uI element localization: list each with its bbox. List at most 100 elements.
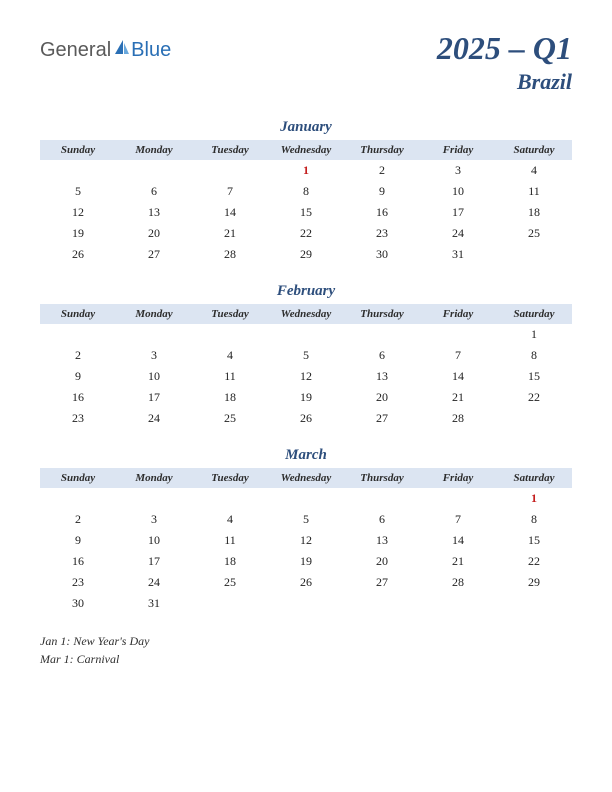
day-header: Monday [116,304,192,324]
calendar-cell: 9 [40,366,116,387]
calendar-cell: 5 [268,509,344,530]
calendar-cell: 27 [344,572,420,593]
logo-sail-icon [113,38,131,62]
calendar-row: 3031 [40,593,572,614]
calendar-row: 9101112131415 [40,530,572,551]
calendar-cell: 18 [192,387,268,408]
calendar-cell: 8 [268,181,344,202]
calendar-cell: 14 [192,202,268,223]
calendar-cell: 22 [496,551,572,572]
calendar-cell: 11 [496,181,572,202]
calendar-row: 2345678 [40,345,572,366]
calendar-row: 9101112131415 [40,366,572,387]
calendar-cell [116,160,192,181]
calendar-cell: 28 [192,244,268,265]
day-header: Saturday [496,304,572,324]
calendar-cell: 27 [116,244,192,265]
calendar-cell: 17 [420,202,496,223]
calendar-cell: 7 [420,345,496,366]
calendar-cell [192,593,268,614]
calendar-cell [344,324,420,345]
calendar-cell: 3 [116,509,192,530]
calendar-row: 262728293031 [40,244,572,265]
calendar-cell: 12 [40,202,116,223]
calendar-cell: 27 [344,408,420,429]
calendar-cell: 31 [420,244,496,265]
calendar-row: 2345678 [40,509,572,530]
calendar-row: 16171819202122 [40,551,572,572]
calendar-cell: 4 [192,345,268,366]
calendar-cell [268,593,344,614]
day-header: Tuesday [192,140,268,160]
holiday-item: Jan 1: New Year's Day [40,632,572,650]
calendar-cell: 30 [344,244,420,265]
day-header: Thursday [344,468,420,488]
logo: General Blue [40,38,171,62]
day-header: Tuesday [192,304,268,324]
calendar-cell: 14 [420,366,496,387]
calendar-cell: 16 [40,551,116,572]
calendar-cell: 12 [268,366,344,387]
calendar-cell [192,160,268,181]
day-header: Monday [116,140,192,160]
calendar-cell [344,488,420,509]
title-block: 2025 – Q1 Brazil [437,30,572,95]
calendar-cell: 23 [40,572,116,593]
calendar-cell: 19 [40,223,116,244]
calendar-cell: 21 [420,551,496,572]
calendar-cell: 10 [116,366,192,387]
calendar-cell: 23 [40,408,116,429]
calendar-cell [268,324,344,345]
calendar-row: 16171819202122 [40,387,572,408]
header: General Blue 2025 – Q1 Brazil [40,30,572,95]
calendar-cell: 20 [344,387,420,408]
calendar-cell: 21 [192,223,268,244]
logo-text-blue: Blue [131,39,171,62]
calendar-cell: 5 [268,345,344,366]
calendar-cell: 2 [40,345,116,366]
day-header: Wednesday [268,468,344,488]
month-block: March SundayMondayTuesdayWednesdayThursda… [40,447,572,614]
calendar-row: 23242526272829 [40,572,572,593]
calendar-cell [496,244,572,265]
calendar-cell: 25 [192,408,268,429]
calendar-cell: 21 [420,387,496,408]
calendar-row: 567891011 [40,181,572,202]
calendar-cell [420,324,496,345]
calendar-table: SundayMondayTuesdayWednesdayThursdayFrid… [40,140,572,265]
calendar-cell [40,160,116,181]
calendar-row: 12131415161718 [40,202,572,223]
calendar-cell: 3 [116,345,192,366]
calendar-cell: 7 [192,181,268,202]
calendar-cell: 10 [420,181,496,202]
calendar-cell: 29 [268,244,344,265]
calendar-cell: 14 [420,530,496,551]
month-block: JanuarySundayMondayTuesdayWednesdayThurs… [40,119,572,265]
day-header: Sunday [40,304,116,324]
holiday-item: Mar 1: Carnival [40,650,572,668]
calendar-table: SundayMondayTuesdayWednesdayThursdayFrid… [40,468,572,614]
calendar-cell: 22 [268,223,344,244]
calendar-cell: 13 [344,530,420,551]
day-header: Saturday [496,140,572,160]
calendar-cell: 6 [116,181,192,202]
calendar-cell: 26 [268,408,344,429]
calendars-container: JanuarySundayMondayTuesdayWednesdayThurs… [40,119,572,614]
calendar-cell: 18 [496,202,572,223]
calendar-cell [268,488,344,509]
calendar-cell: 17 [116,387,192,408]
calendar-cell: 3 [420,160,496,181]
title-country: Brazil [437,69,572,95]
calendar-cell: 13 [116,202,192,223]
calendar-cell [496,593,572,614]
month-name: March [40,447,572,464]
calendar-cell: 22 [496,387,572,408]
calendar-cell: 12 [268,530,344,551]
calendar-cell: 11 [192,366,268,387]
calendar-cell: 30 [40,593,116,614]
calendar-cell: 16 [40,387,116,408]
calendar-cell: 24 [420,223,496,244]
calendar-cell: 11 [192,530,268,551]
calendar-cell: 4 [496,160,572,181]
calendar-cell: 26 [40,244,116,265]
